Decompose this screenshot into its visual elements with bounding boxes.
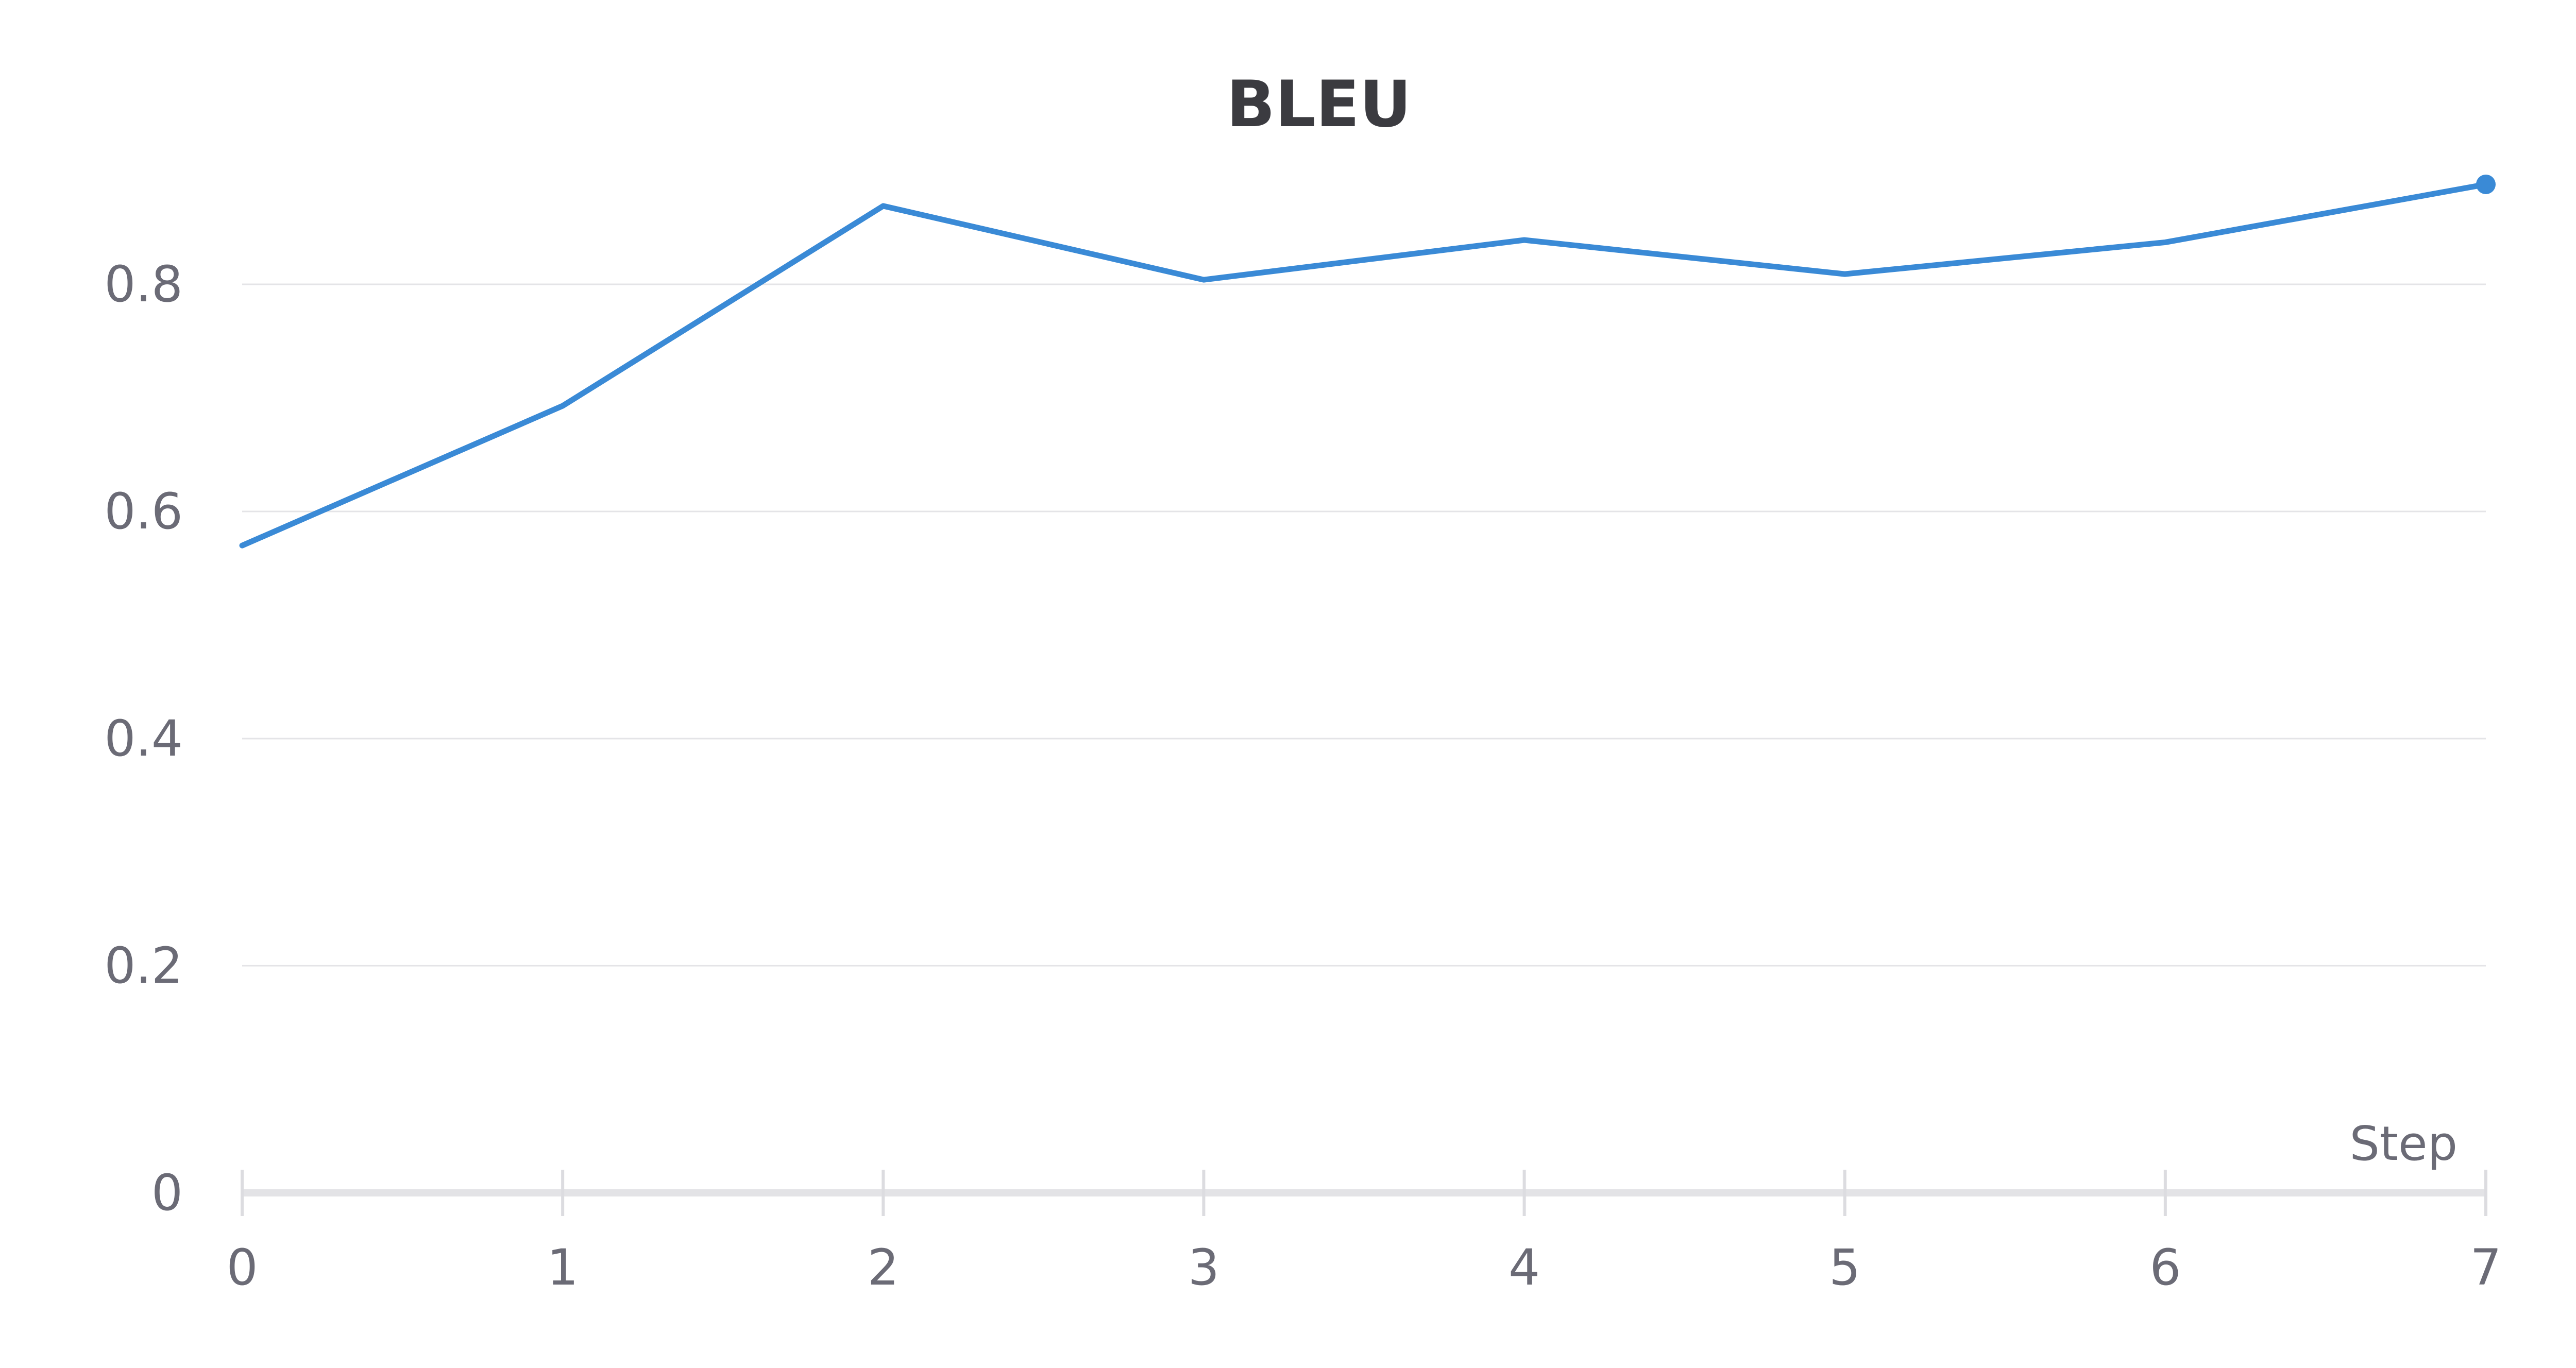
x-tick-label: 4 [1509,1239,1540,1296]
data-point [1200,277,1207,283]
y-tick-label: 0.2 [104,937,183,995]
data-point [1521,237,1528,243]
x-tick-label: 2 [868,1239,899,1296]
data-point [560,403,566,409]
x-tick-label: 7 [2470,1239,2501,1296]
grid-layer [242,283,2486,967]
x-axis [241,1170,2487,1216]
x-tick-label: 6 [2149,1239,2181,1296]
last-data-point [2476,174,2496,194]
data-point [2162,239,2168,245]
y-tick-label: 0.8 [104,255,183,313]
series-line [239,181,2489,549]
x-tick-label: 3 [1188,1239,1219,1296]
x-tick-label: 0 [226,1239,258,1296]
y-tick-label: 0 [151,1164,183,1222]
y-tick-label: 0.4 [104,710,183,767]
x-axis-label: Step [2350,1116,2458,1171]
x-tick-label: 1 [547,1239,579,1296]
data-point [1842,271,1848,277]
data-point [239,542,245,549]
data-point [880,203,886,209]
label-layer: 0 0.2 0.4 0.6 0.8 0 1 2 3 4 5 6 7 [104,255,2501,1296]
series-layer [239,174,2496,549]
chart-title: BLEU [1227,67,1412,142]
x-tick-label: 5 [1829,1239,1860,1296]
y-tick-label: 0.6 [104,483,183,540]
